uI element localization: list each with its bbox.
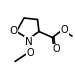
Text: O: O: [61, 25, 68, 35]
Text: O: O: [27, 47, 35, 58]
Text: N: N: [25, 37, 32, 47]
Text: O: O: [52, 44, 60, 55]
Text: O: O: [9, 26, 18, 37]
